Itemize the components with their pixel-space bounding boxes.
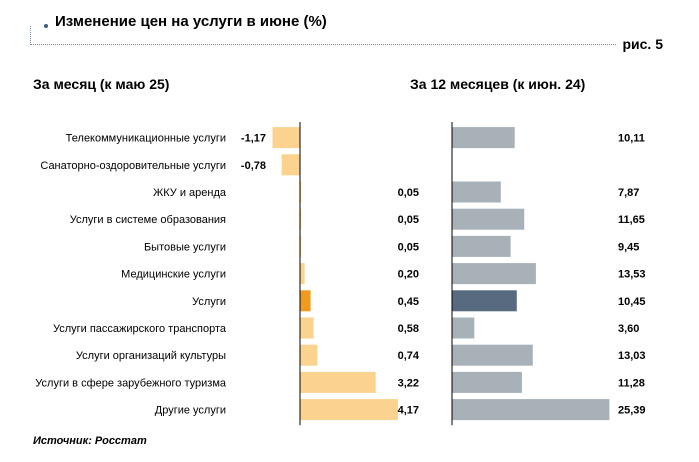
title-marker: [44, 24, 48, 28]
year-value-label: 13,03: [618, 350, 646, 362]
category-label: Услуги в сфере зарубежного туризма: [35, 377, 227, 389]
year-bar: [452, 208, 525, 230]
year-bar: [452, 235, 511, 257]
category-label: Другие услуги: [155, 405, 226, 417]
category-label: Услуги в системе образования: [70, 214, 226, 226]
category-label: ЖКУ и аренда: [153, 187, 227, 199]
month-bar: [300, 290, 311, 312]
year-value-label: 11,65: [618, 214, 645, 226]
category-label: Услуги пассажирского транспорта: [53, 323, 227, 335]
month-value-label: 0,45: [398, 296, 419, 308]
year-bar: [452, 127, 515, 149]
category-label: Бытовые услуги: [144, 241, 226, 253]
month-value-label: -0,78: [241, 160, 266, 172]
chart-title: Изменение цен на услуги в июне (%): [55, 13, 327, 30]
month-bar: [300, 344, 318, 366]
year-bar: [452, 290, 517, 312]
month-value-label: 0,05: [398, 187, 419, 199]
month-bar: [300, 235, 302, 257]
month-bar: [272, 127, 300, 149]
month-value-label: 0,05: [398, 241, 419, 253]
month-value-label: 0,20: [398, 269, 419, 281]
panel-title-year: За 12 месяцев (к июн. 24): [410, 76, 586, 92]
category-label: Услуги организаций культуры: [76, 350, 226, 362]
figure-label: рис. 5: [622, 36, 663, 52]
category-label: Санаторно-оздоровительные услуги: [40, 160, 226, 172]
month-bar: [300, 263, 305, 285]
year-value-label: 25,39: [618, 405, 646, 417]
source-note: Источник: Росстат: [33, 435, 147, 447]
year-bar: [452, 399, 610, 421]
month-bar: [300, 399, 398, 421]
year-value-label: 11,28: [618, 377, 645, 389]
month-bar: [281, 154, 300, 176]
year-value-label: 9,45: [618, 241, 639, 253]
year-value-label: 3,60: [618, 323, 639, 335]
month-value-label: 0,58: [398, 323, 419, 335]
year-value-label: 7,87: [618, 187, 639, 199]
year-value-label: 10,45: [618, 296, 646, 308]
year-value-label: 10,11: [618, 133, 645, 145]
year-bar: [452, 371, 522, 393]
month-value-label: 3,22: [398, 377, 419, 389]
category-label: Телекоммуникационные услуги: [66, 133, 226, 145]
title-frame: [30, 26, 616, 45]
month-value-label: -1,17: [241, 133, 266, 145]
year-bar: [452, 181, 501, 203]
panel-title-month: За месяц (к маю 25): [33, 76, 170, 92]
month-value-label: 4,17: [398, 405, 419, 417]
month-bar: [300, 181, 302, 203]
year-bar: [452, 263, 536, 285]
month-value-label: 0,74: [398, 350, 420, 362]
year-bar: [452, 317, 475, 339]
month-value-label: 0,05: [398, 214, 419, 226]
month-bar: [300, 208, 302, 230]
year-bar: [452, 344, 533, 366]
category-label: Услуги: [192, 296, 226, 308]
year-value-label: 13,53: [618, 269, 646, 281]
month-bar: [300, 371, 376, 393]
category-label: Медицинские услуги: [121, 269, 226, 281]
month-bar: [300, 317, 314, 339]
